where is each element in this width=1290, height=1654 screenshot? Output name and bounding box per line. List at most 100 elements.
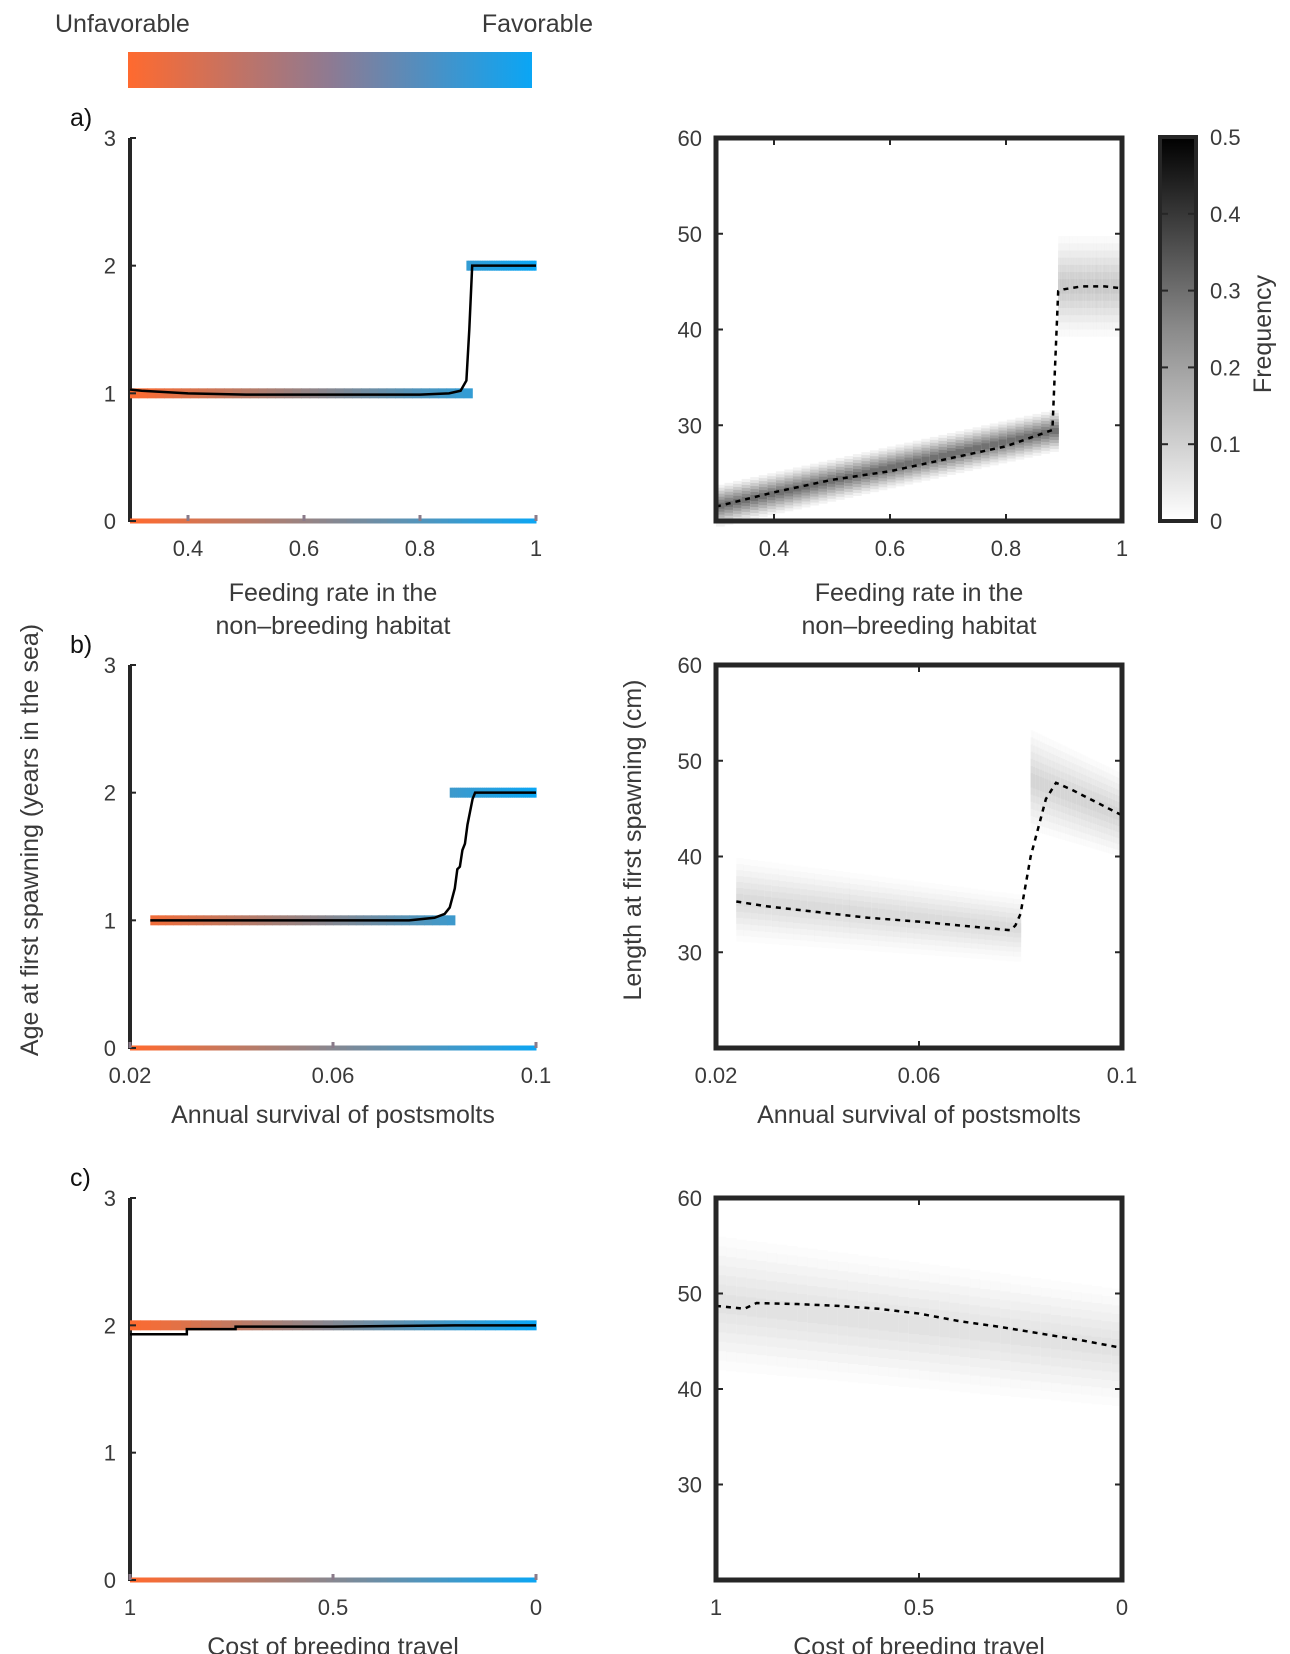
density-cell: [1101, 801, 1105, 815]
favorability-band: [241, 1320, 253, 1331]
density-cell: [972, 445, 982, 452]
favorability-scale: Unfavorable Favorable: [55, 10, 593, 88]
x-tick-label: 0.8: [405, 536, 436, 561]
favorability-band: [221, 1320, 233, 1331]
favorability-band: [231, 1320, 243, 1331]
density-cell: [771, 897, 780, 910]
density-cell: [821, 902, 830, 915]
density-cell: [758, 493, 768, 500]
density-cell: [885, 909, 894, 921]
favorability-band: [451, 787, 455, 798]
favorability-band: [249, 388, 259, 399]
favorability-band: [241, 388, 251, 399]
favorability-band: [282, 1320, 293, 1331]
density-cell: [1062, 785, 1066, 800]
favorability-band: [275, 388, 285, 399]
favorability-band: [140, 1320, 151, 1331]
density-cell: [990, 1325, 1001, 1343]
density-cell: [1061, 1333, 1072, 1351]
density-cell: [1000, 1326, 1011, 1344]
density-cell: [1096, 799, 1100, 813]
density-cell: [892, 910, 901, 922]
favorable-label: Favorable: [482, 10, 593, 38]
density-cell: [1115, 279, 1118, 294]
favorability-gradient-bar: [128, 52, 532, 88]
density-cell: [1091, 279, 1094, 294]
density-cell: [849, 905, 858, 917]
favorability-band: [462, 787, 466, 798]
density-cell: [1067, 787, 1071, 802]
favorability-band: [190, 1320, 202, 1331]
density-cell: [1023, 433, 1034, 440]
density-cell: [835, 904, 844, 916]
density-cell: [1071, 1334, 1082, 1352]
density-cell: [787, 1302, 798, 1321]
density-cell: [868, 1311, 879, 1330]
density-cell: [992, 920, 1000, 931]
colorbar-tick-label: 0.1: [1210, 432, 1241, 457]
favorability-band: [412, 388, 422, 399]
density-cell: [1110, 279, 1114, 294]
favorability-band: [301, 388, 311, 399]
favorability-band: [138, 388, 148, 399]
density-cell: [1020, 1328, 1032, 1346]
panel-letter: c): [70, 1164, 91, 1192]
favorability-band: [150, 1320, 162, 1331]
density-cell: [827, 1306, 839, 1326]
favorability-band: [469, 787, 472, 798]
y-tick-label: 2: [104, 254, 116, 279]
density-cell: [1048, 780, 1052, 795]
favorability-band: [360, 388, 371, 399]
x-tick-label: 0.6: [875, 536, 906, 561]
density-cell: [1039, 776, 1043, 791]
favorability-band: [369, 388, 379, 399]
density-cell: [959, 1321, 971, 1340]
density-cell: [1090, 279, 1093, 294]
density-cell: [1015, 435, 1025, 442]
colorbar-gradient: [1158, 135, 1198, 523]
x-tick-label: 1: [124, 1595, 136, 1620]
favorability-band: [449, 787, 453, 798]
density-cell: [750, 895, 759, 908]
density-cell: [828, 903, 837, 915]
x-axis-label: Feeding rate in the: [815, 579, 1023, 607]
density-cell: [1092, 797, 1096, 811]
y-tick-label: 0: [104, 1568, 116, 1593]
density-cell: [1099, 800, 1103, 814]
favorability-band: [378, 388, 388, 399]
x-tick-label: 0.4: [173, 536, 204, 561]
x-tick-label: 0.1: [521, 1063, 552, 1088]
x-tick-label: 1: [1116, 536, 1128, 561]
favorability-band: [454, 787, 457, 798]
density-cell: [1042, 777, 1045, 792]
density-cell: [1087, 796, 1091, 809]
density-cell: [746, 1297, 758, 1317]
density-cell: [864, 907, 872, 919]
density-cell: [878, 1312, 890, 1331]
density-cell: [857, 906, 865, 918]
density-cell: [969, 1322, 981, 1341]
mean-length-line: [715, 285, 1123, 508]
colorbar: 0 0.1 0.2 0.3 0.4 0.5 Frequency: [1158, 125, 1277, 534]
density-cell: [1066, 279, 1069, 294]
panel-letter: a): [70, 104, 92, 132]
density-cell: [929, 1318, 940, 1337]
favorability-band: [403, 388, 413, 399]
density-cell: [1106, 803, 1109, 816]
favorability-band: [266, 388, 277, 399]
density-cell: [1058, 784, 1061, 798]
density-cell: [1030, 773, 1034, 788]
density-cell: [1069, 279, 1072, 294]
density-cell: [1111, 1339, 1123, 1356]
density-cell: [904, 460, 914, 467]
density-cell: [1098, 279, 1101, 294]
plot-frame: [713, 662, 1125, 1051]
density-cell: [827, 477, 837, 484]
density-cell: [1072, 279, 1075, 294]
x-axis-label: Cost of breeding travel: [793, 1633, 1045, 1654]
density-cell: [835, 475, 845, 482]
mean-length-line: [715, 1301, 1123, 1350]
density-cell: [807, 901, 816, 913]
density-cell: [955, 449, 965, 456]
density-cell: [1010, 1327, 1022, 1345]
